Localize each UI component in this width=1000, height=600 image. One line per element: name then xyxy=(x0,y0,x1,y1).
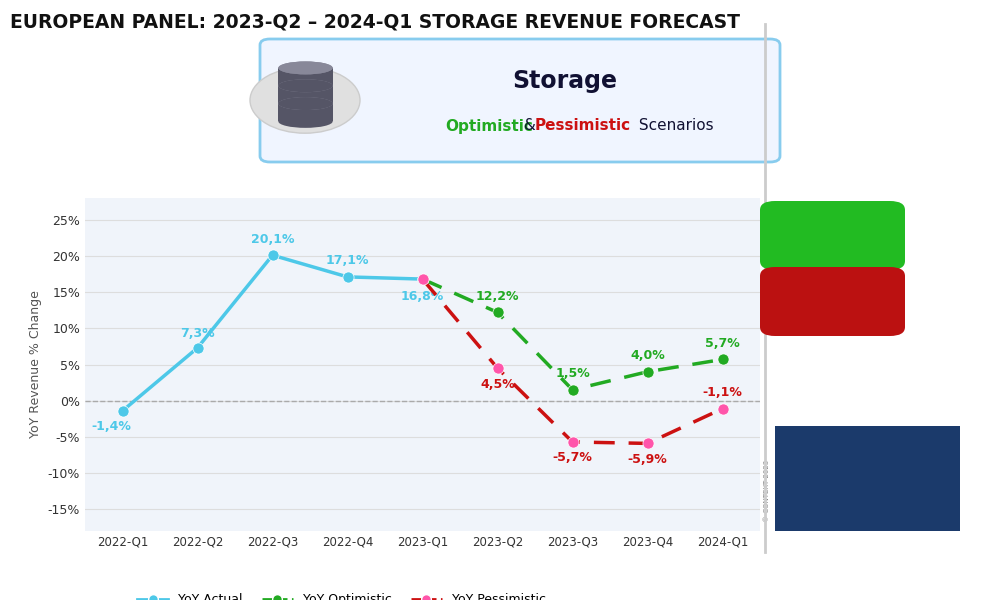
Text: -5,9%: -5,9% xyxy=(628,453,667,466)
Text: 16,8%: 16,8% xyxy=(401,290,444,303)
Ellipse shape xyxy=(278,61,333,74)
Line: YoY Pessimistic: YoY Pessimistic xyxy=(417,274,728,449)
Text: 2023 YoY: 2023 YoY xyxy=(804,286,862,295)
Text: 17,1%: 17,1% xyxy=(326,254,369,268)
Text: 1,5%: 1,5% xyxy=(555,367,590,380)
Text: Scenarios: Scenarios xyxy=(634,118,714,133)
Legend: YoY Actual, YoY Optimistic, YoY Pessimistic: YoY Actual, YoY Optimistic, YoY Pessimis… xyxy=(132,589,551,600)
YoY Actual xyxy=(342,274,354,281)
Text: 2023 YoY: 2023 YoY xyxy=(804,220,862,229)
YoY Optimistic xyxy=(566,386,578,394)
YoY Pessimistic xyxy=(642,440,654,447)
Text: Optimistic: Optimistic xyxy=(445,118,533,133)
Ellipse shape xyxy=(278,97,333,110)
Text: 7,3%: 7,3% xyxy=(180,327,215,340)
Text: -5,7%: -5,7% xyxy=(553,451,592,464)
YoY Pessimistic xyxy=(492,365,503,372)
Ellipse shape xyxy=(278,115,333,128)
Text: CONTEXT: CONTEXT xyxy=(823,448,911,466)
Ellipse shape xyxy=(278,61,333,74)
Text: &: & xyxy=(519,118,541,133)
Circle shape xyxy=(843,500,889,513)
Text: © CONTEXT 2023: © CONTEXT 2023 xyxy=(764,460,770,522)
Line: YoY Actual: YoY Actual xyxy=(117,250,428,416)
YoY Actual xyxy=(416,275,428,283)
Line: YoY Optimistic: YoY Optimistic xyxy=(417,274,728,395)
Polygon shape xyxy=(278,86,333,104)
Text: EUROPEAN PANEL: 2023-Q2 – 2024-Q1 STORAGE REVENUE FORECAST: EUROPEAN PANEL: 2023-Q2 – 2024-Q1 STORAG… xyxy=(10,12,740,31)
Polygon shape xyxy=(278,68,333,86)
Text: Storage: Storage xyxy=(512,69,618,93)
YoY Optimistic xyxy=(716,356,728,363)
Text: 20,1%: 20,1% xyxy=(251,233,294,245)
Text: +1%: +1% xyxy=(810,302,856,320)
Ellipse shape xyxy=(278,97,333,110)
Text: 4,0%: 4,0% xyxy=(630,349,665,362)
Ellipse shape xyxy=(278,79,333,92)
YoY Optimistic xyxy=(492,309,503,316)
Text: 4,5%: 4,5% xyxy=(480,377,515,391)
YoY Pessimistic xyxy=(716,405,728,412)
Text: Pessimistic: Pessimistic xyxy=(535,118,631,133)
Text: -1,4%: -1,4% xyxy=(91,420,131,433)
Circle shape xyxy=(784,500,829,513)
Text: +8%: +8% xyxy=(810,236,856,254)
Circle shape xyxy=(813,500,859,513)
Text: 5,7%: 5,7% xyxy=(705,337,740,350)
YoY Pessimistic xyxy=(416,275,428,283)
YoY Actual xyxy=(266,251,278,259)
Y-axis label: YoY Revenue % Change: YoY Revenue % Change xyxy=(29,290,42,439)
Text: -1,1%: -1,1% xyxy=(703,386,742,399)
Text: 12,2%: 12,2% xyxy=(476,290,519,303)
Polygon shape xyxy=(278,104,333,121)
YoY Optimistic xyxy=(642,368,654,376)
YoY Actual xyxy=(192,344,204,352)
YoY Actual xyxy=(116,407,128,415)
Ellipse shape xyxy=(278,79,333,92)
YoY Pessimistic xyxy=(566,439,578,446)
YoY Optimistic xyxy=(416,275,428,283)
